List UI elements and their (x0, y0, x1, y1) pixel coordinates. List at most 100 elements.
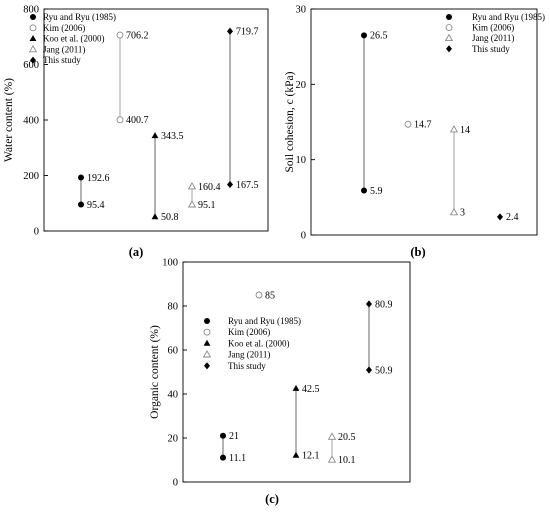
data-label: 11.1 (229, 453, 246, 464)
legend-marker (29, 35, 37, 41)
legend-label: Jang (2011) (472, 33, 514, 43)
legend-label: This study (228, 361, 266, 371)
legend-marker (204, 362, 210, 370)
data-label: 167.5 (236, 180, 259, 191)
data-label: 26.5 (370, 31, 388, 42)
chart-panel-1: 0 200 400 600 800 Water content (%) (a) 192.6 95… (3, 5, 269, 259)
data-label: 5.9 (370, 186, 383, 197)
legend-marker (203, 328, 211, 336)
legend-label: This study (472, 44, 510, 54)
y-tick-label: 600 (23, 60, 39, 71)
data-point (366, 300, 372, 308)
data-label: 160.4 (198, 182, 221, 193)
legend-marker (202, 350, 212, 358)
data-point (220, 432, 226, 439)
y-tick-label: 100 (162, 258, 178, 269)
y-tick-label: 0 (301, 231, 306, 242)
data-point (187, 181, 197, 190)
data-label: 400.7 (126, 115, 149, 126)
legend-label: Kim (2006) (472, 23, 514, 33)
data-point (78, 174, 84, 181)
y-axis-title: Water content (%) (3, 78, 15, 162)
data-label: 50.9 (375, 365, 393, 376)
data-point (151, 132, 159, 139)
legend-label: This study (43, 55, 81, 65)
data-label: 706.2 (126, 30, 149, 41)
legend-label: Ryu and Ryu (1985) (43, 12, 116, 22)
data-label: 20.5 (338, 432, 356, 443)
legend-label: Kim (2006) (43, 23, 85, 33)
legend: Ryu and Ryu (1985)Kim (2006)Jang (2011)T… (444, 12, 545, 54)
y-tick-label: 80 (168, 302, 179, 313)
legend-label: Jang (2011) (228, 350, 270, 360)
y-tick-label: 0 (173, 478, 178, 489)
legend-marker (446, 14, 452, 20)
data-label: 192.6 (87, 173, 110, 184)
data-point (292, 451, 300, 458)
chart-panel-2: 0 10 20 30 Soil cohesion, c (kPa) (b) 26.5 5.9 1… (284, 5, 545, 260)
data-label: 21 (229, 431, 239, 442)
data-point (366, 366, 372, 374)
data-point (449, 125, 459, 133)
y-tick-label: 200 (23, 171, 39, 182)
legend-marker (444, 33, 454, 42)
data-point (78, 201, 84, 208)
legend-label: Ryu and Ryu (1985) (228, 316, 301, 326)
legend-marker (28, 44, 38, 53)
data-point (404, 120, 412, 128)
data-point (361, 32, 367, 39)
data-point (227, 27, 233, 35)
chart-panel-3: 0 20 40 60 80 100 Organic content (%) (c) 21 11.1… (149, 258, 411, 506)
data-point (116, 31, 124, 39)
data-point (227, 180, 233, 189)
data-label: 14 (460, 125, 470, 136)
data-label: 85 (265, 290, 275, 301)
y-tick-label: 10 (296, 155, 307, 166)
legend-label: Kim (2006) (228, 327, 270, 337)
legend-marker (30, 56, 36, 64)
legend-marker (445, 24, 453, 32)
data-point (292, 384, 300, 391)
data-point (116, 116, 124, 124)
legend-marker (446, 45, 452, 53)
y-tick-label: 400 (23, 116, 39, 127)
legend-marker (204, 318, 210, 324)
data-label: 95.1 (198, 200, 216, 211)
data-label: 12.1 (302, 451, 320, 462)
data-label: 343.5 (161, 131, 184, 142)
data-point (361, 187, 367, 194)
plot-frame (182, 261, 411, 483)
y-tick-label: 0 (34, 227, 39, 238)
y-tick-label: 20 (296, 80, 307, 91)
data-label: 2.4 (506, 212, 519, 223)
data-label: 95.4 (87, 200, 105, 211)
data-point (151, 213, 159, 220)
panel-label: (a) (129, 245, 144, 259)
y-tick-label: 800 (23, 5, 39, 16)
y-tick-label: 40 (168, 390, 179, 401)
legend-label: Jang (2011) (43, 44, 85, 54)
legend-marker (203, 339, 211, 346)
data-label: 42.5 (302, 384, 320, 395)
data-point (327, 455, 337, 463)
legend-label: Ryu and Ryu (1985) (472, 12, 545, 22)
plot-frame (310, 8, 538, 236)
data-point (497, 213, 503, 221)
data-label: 10.1 (338, 455, 356, 466)
legend: Ryu and Ryu (1985)Kim (2006)Koo et al. (… (28, 12, 116, 65)
legend-label: Koo et al. (2000) (228, 338, 289, 348)
panel-label: (c) (265, 492, 279, 506)
y-tick-label: 20 (168, 434, 179, 445)
panel-label: (b) (410, 245, 425, 259)
data-point (449, 207, 459, 216)
data-label: 3 (460, 208, 465, 219)
data-point (220, 454, 226, 461)
data-point (187, 200, 197, 208)
legend: Ryu and Ryu (1985)Kim (2006)Koo et al. (… (202, 316, 301, 371)
data-label: 50.8 (161, 212, 179, 223)
data-point (255, 291, 263, 299)
data-label: 14.7 (414, 120, 432, 131)
data-label: 719.7 (236, 27, 259, 38)
legend-marker (29, 24, 37, 32)
